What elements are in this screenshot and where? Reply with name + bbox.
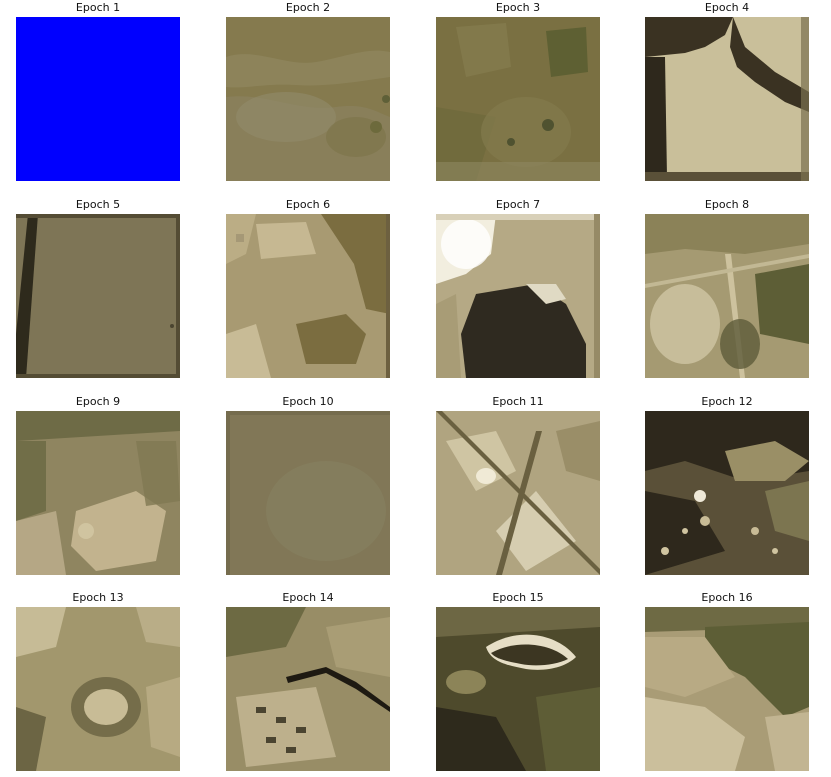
epoch-7-image xyxy=(436,214,600,378)
epoch-3-image xyxy=(436,17,600,181)
epoch-14-image xyxy=(226,607,390,771)
epoch-4-image xyxy=(645,17,809,181)
epoch-12-image xyxy=(645,411,809,575)
epoch-16-title: Epoch 16 xyxy=(701,591,753,604)
epoch-5-image xyxy=(16,214,180,378)
epoch-1-image xyxy=(16,17,180,181)
epoch-9-image xyxy=(16,411,180,575)
epoch-4-title: Epoch 4 xyxy=(704,1,750,14)
epoch-7-title: Epoch 7 xyxy=(495,198,541,211)
epoch-3-title: Epoch 3 xyxy=(495,1,541,14)
epoch-11-image xyxy=(436,411,600,575)
epoch-10-title: Epoch 10 xyxy=(282,395,334,408)
epoch-8-title: Epoch 8 xyxy=(704,198,750,211)
epoch-6-title: Epoch 6 xyxy=(285,198,331,211)
epoch-5-title: Epoch 5 xyxy=(75,198,121,211)
epoch-15-title: Epoch 15 xyxy=(492,591,544,604)
epoch-2-image xyxy=(226,17,390,181)
epoch-10-image xyxy=(226,411,390,575)
epoch-9-title: Epoch 9 xyxy=(75,395,121,408)
epoch-13-image xyxy=(16,607,180,771)
epoch-8-image xyxy=(645,214,809,378)
epoch-16-image xyxy=(645,607,809,771)
epoch-2-title: Epoch 2 xyxy=(285,1,331,14)
epoch-14-title: Epoch 14 xyxy=(282,591,334,604)
epoch-15-image xyxy=(436,607,600,771)
epoch-13-title: Epoch 13 xyxy=(72,591,124,604)
epoch-1-title: Epoch 1 xyxy=(75,1,121,14)
epoch-6-image xyxy=(226,214,390,378)
epoch-12-title: Epoch 12 xyxy=(701,395,753,408)
epoch-11-title: Epoch 11 xyxy=(492,395,544,408)
